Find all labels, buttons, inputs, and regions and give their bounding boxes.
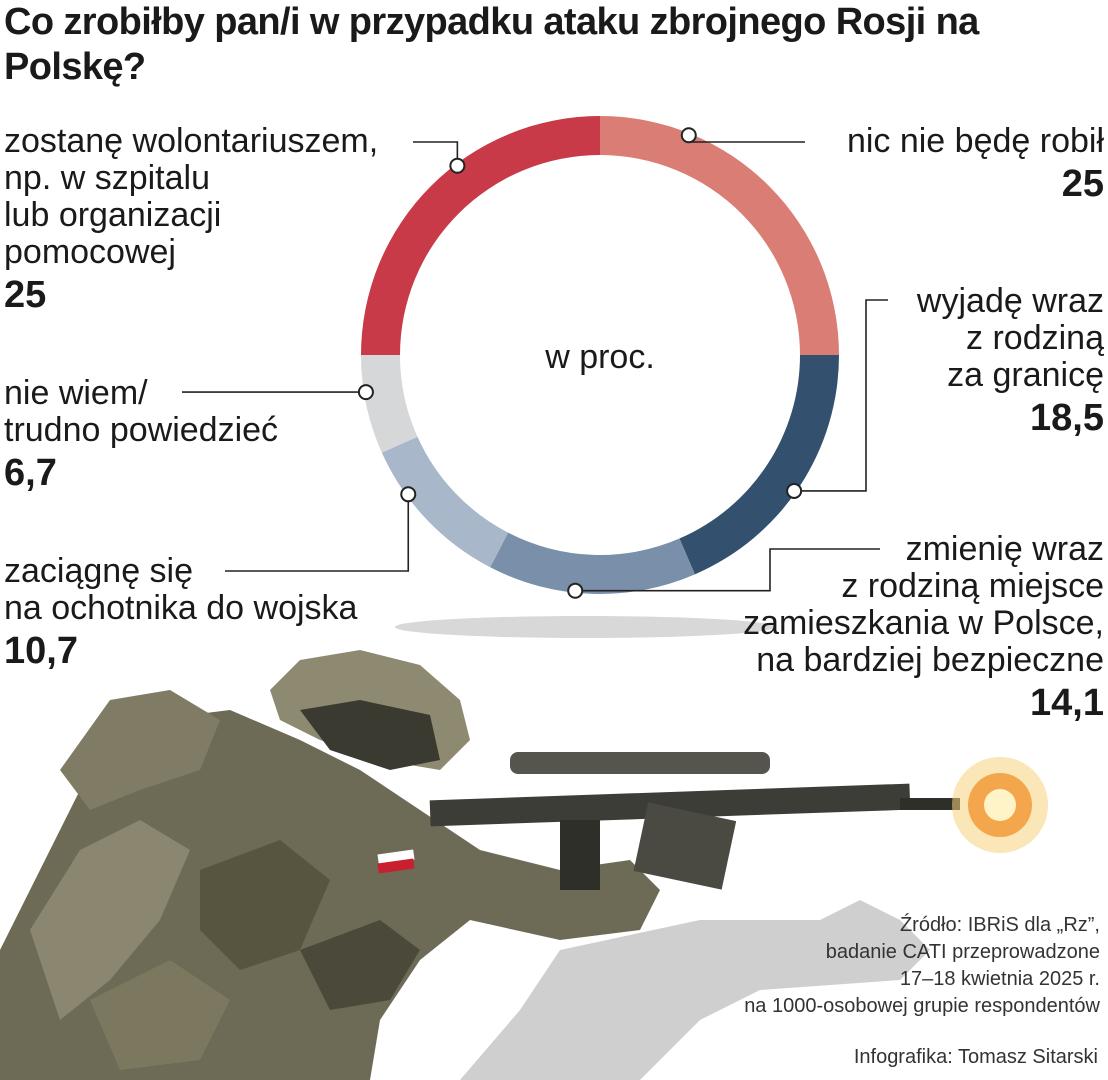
donut-slice-1 <box>600 116 839 355</box>
credit-line: Infografika: Tomasz Sitarski <box>853 1046 1098 1068</box>
label-wyjade-text: wyjadę wraz z rodziną za granicę <box>916 282 1104 394</box>
donut-chart: w proc. <box>182 116 888 638</box>
label-zaciagne-value: 10,7 <box>4 630 78 672</box>
leader-marker-2 <box>786 482 803 499</box>
donut-slice-2 <box>679 355 839 575</box>
donut-slice-4 <box>381 436 509 568</box>
soldier-illustration <box>0 650 1048 1080</box>
label-niewiem-text: nie wiem/ trudno powiedzieć <box>4 374 279 449</box>
leader-marker-3 <box>567 582 584 599</box>
leader-lines <box>182 127 888 599</box>
donut-slice-5 <box>361 355 418 453</box>
label-zmienie-text: zmienię wraz z rodziną miejsce zamieszka… <box>743 530 1104 679</box>
donut-shadow <box>395 616 775 638</box>
leader-line-3 <box>575 548 880 592</box>
label-wolontariusz-text: zostanę wolontariuszem, np. w szpitalu l… <box>4 122 379 271</box>
label-zmienie-miejsce: zmienię wraz z rodziną miejsce zamieszka… <box>690 531 1104 725</box>
label-nic-text: nic nie będę robił <box>846 122 1104 160</box>
leader-marker-5 <box>357 384 374 401</box>
chart-title: Co zrobiłby pan/i w przypadku ataku zbro… <box>4 1 979 88</box>
source-line-4: na 1000-osobowej grupie respondentów <box>744 995 1100 1017</box>
leader-marker-1 <box>680 127 697 144</box>
source-line-1: Źródło: IBRiS dla „Rz”, <box>899 914 1100 936</box>
leader-line-2 <box>794 299 888 492</box>
leader-line-4 <box>225 494 410 572</box>
donut-slices <box>361 116 839 594</box>
label-nic-nie-bede-robil: nic nie będę robił 25 <box>804 123 1104 206</box>
label-nic-value: 25 <box>1061 163 1104 205</box>
label-zaciagne-sie: zaciągnę się na ochotnika do wojska 10,7 <box>4 553 424 673</box>
label-zmienie-value: 14,1 <box>1030 682 1104 724</box>
label-zaciagne-text: zaciągnę się na ochotnika do wojska <box>4 552 358 627</box>
source-line-2: badanie CATI przeprowadzone <box>825 941 1100 963</box>
label-wyjade-za-granice: wyjadę wraz z rodziną za granicę 18,5 <box>860 283 1104 440</box>
source-note: Źródło: IBRiS dla „Rz”, badanie CATI prz… <box>744 912 1100 1020</box>
label-nie-wiem: nie wiem/ trudno powiedzieć 6,7 <box>4 375 344 495</box>
leader-marker-4 <box>400 486 417 503</box>
label-wyjade-value: 18,5 <box>1030 397 1104 439</box>
label-wolontariusz: zostanę wolontariuszem, np. w szpitalu l… <box>4 123 424 317</box>
source-line-3: 17–18 kwietnia 2025 r. <box>899 968 1100 990</box>
leader-marker-6 <box>449 157 466 174</box>
donut-center-label: w proc. <box>544 338 655 376</box>
donut-slice-3 <box>490 532 695 594</box>
donut-slice-6 <box>361 116 600 355</box>
label-niewiem-value: 6,7 <box>4 452 57 494</box>
label-wolontariusz-value: 25 <box>4 274 47 316</box>
